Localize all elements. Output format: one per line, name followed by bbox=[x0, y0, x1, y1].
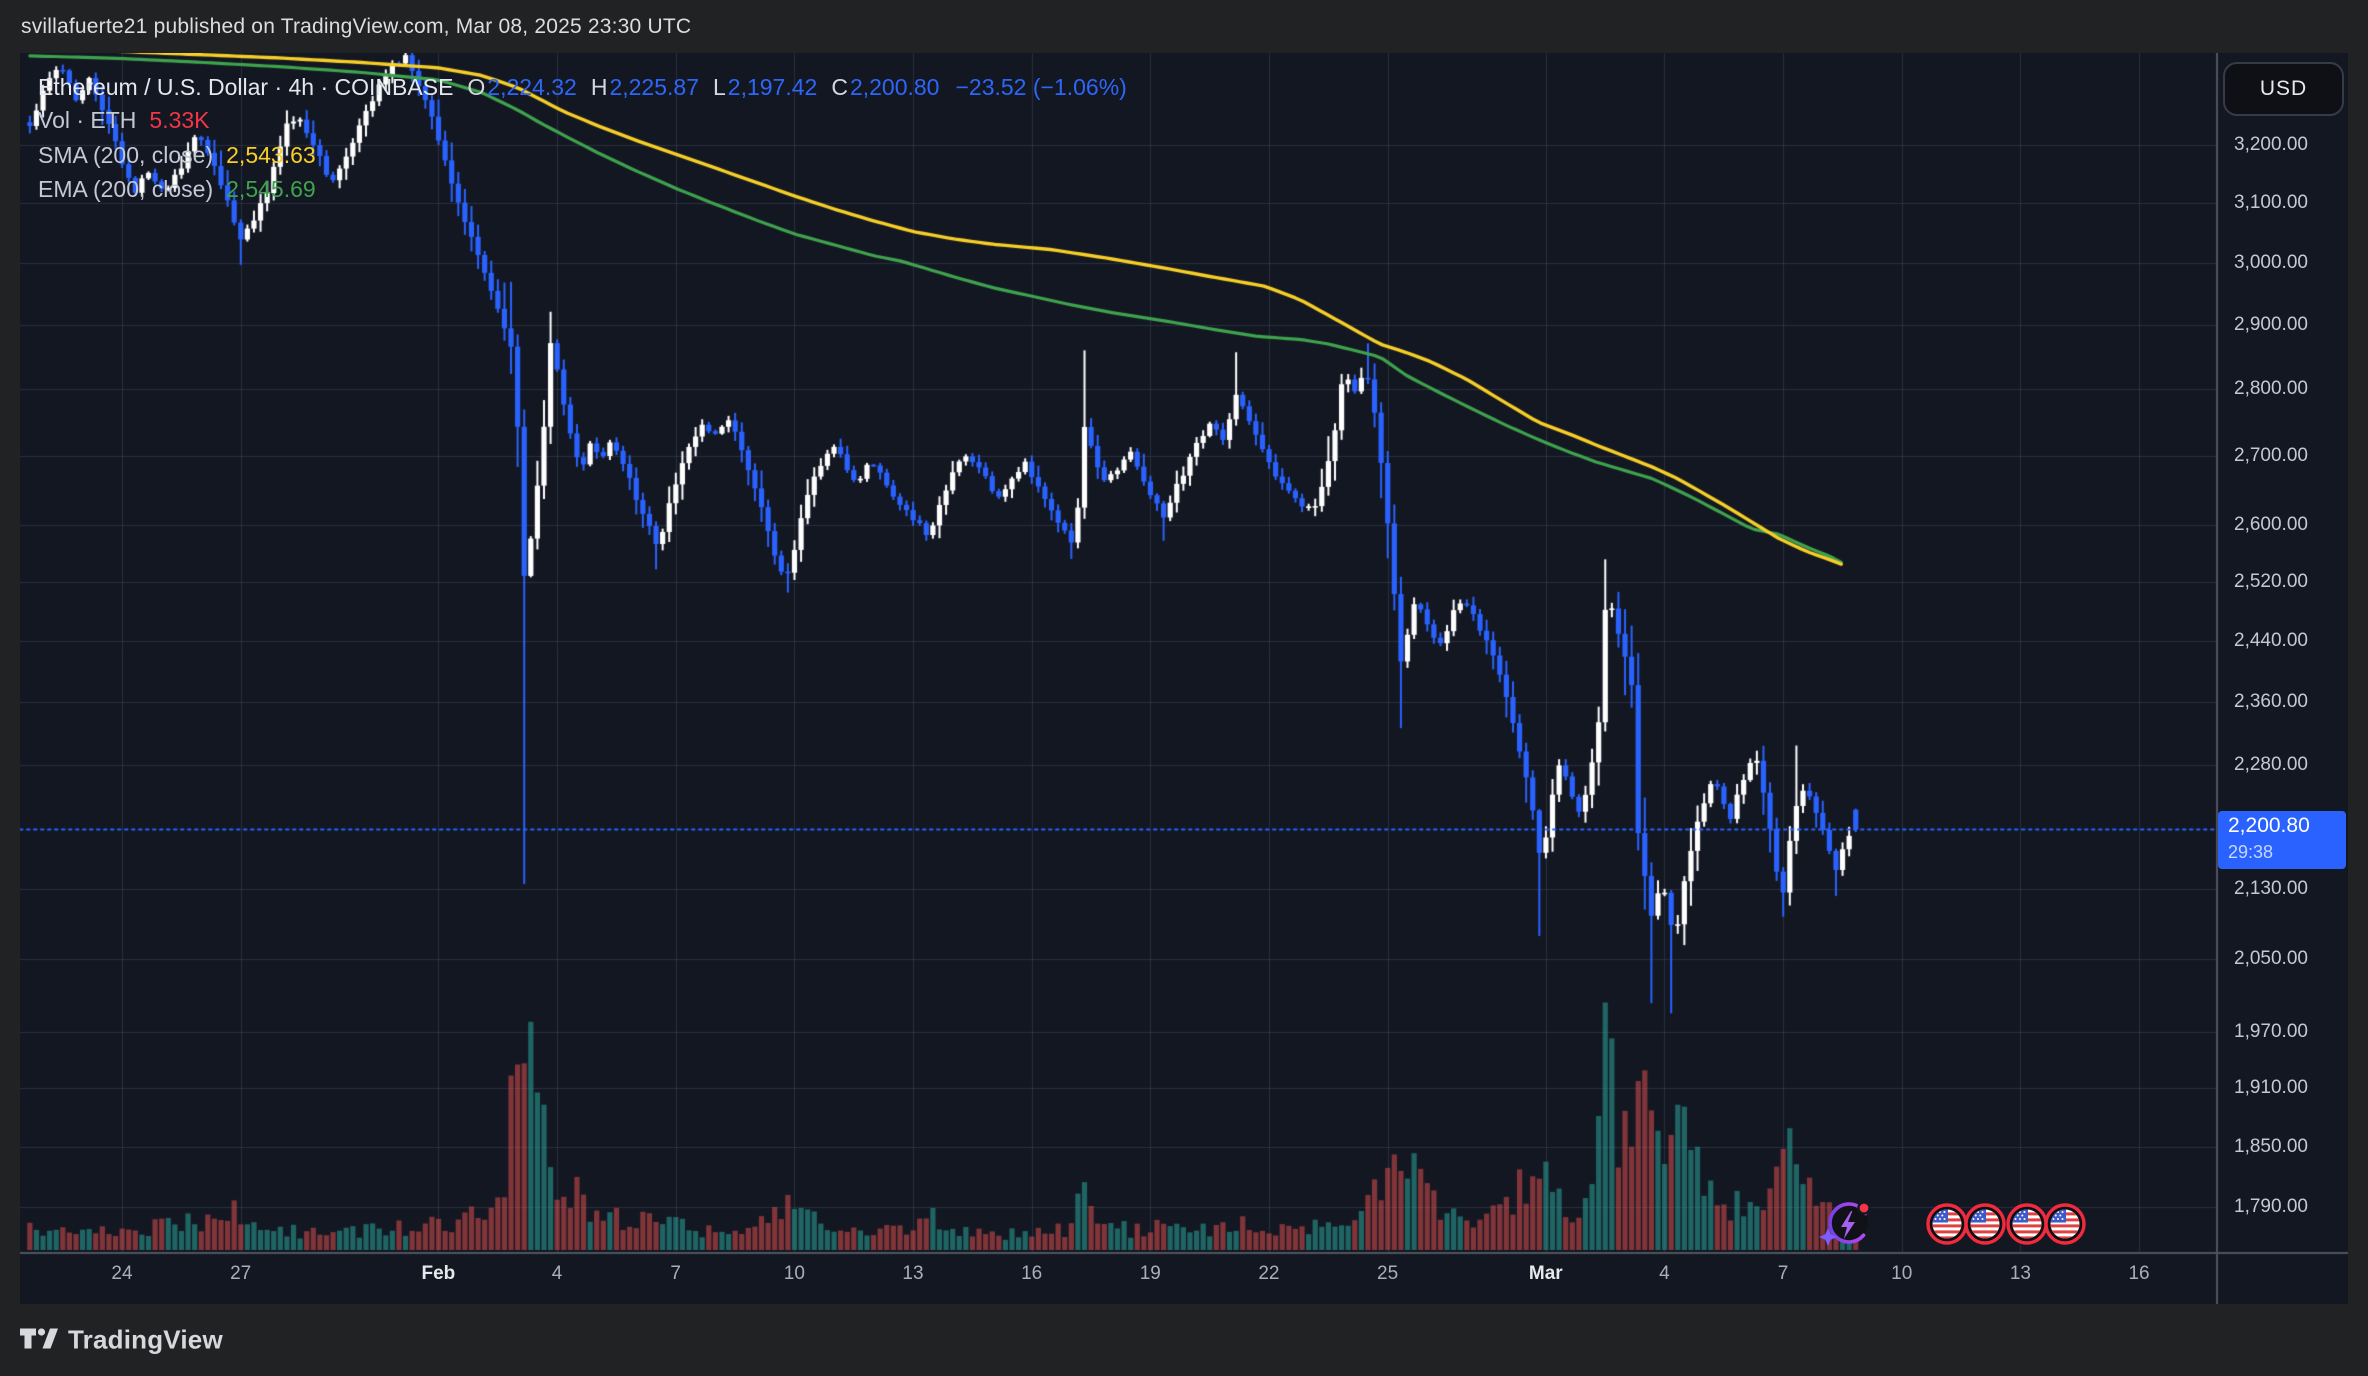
time-tick-label: Feb bbox=[421, 1263, 456, 1284]
price-tick-label: 2,700.00 bbox=[2234, 444, 2308, 466]
ohlc-letter: H bbox=[590, 74, 608, 100]
time-tick-label: 10 bbox=[783, 1263, 805, 1284]
chart-frame: Ethereum / U.S. Dollar · 4h · COINBASE O2… bbox=[20, 53, 2348, 1304]
time-tick-label: 25 bbox=[1377, 1263, 1399, 1284]
footer-bar: TradingView bbox=[0, 1304, 2368, 1376]
price-tick-label: 3,200.00 bbox=[2234, 134, 2308, 155]
price-axis[interactable]: USD 2,200.80 29:38 3,200.00 3,100.00 3,000… bbox=[2216, 53, 2348, 1304]
ohlc-values: O2,224.32 H2,225.87 L2,197.42 C2,200.80 bbox=[453, 74, 939, 100]
time-tick-label: 27 bbox=[230, 1263, 252, 1284]
ema-value: 2,545.69 bbox=[226, 176, 316, 202]
time-tick-label: 4 bbox=[551, 1263, 563, 1284]
price-tick-label: 2,360.00 bbox=[2234, 690, 2308, 712]
price-tick-label: 2,600.00 bbox=[2234, 513, 2308, 535]
time-tick-label: 4 bbox=[1659, 1263, 1670, 1284]
price-tick-label: 2,800.00 bbox=[2234, 378, 2308, 400]
us-flag-event-icon[interactable] bbox=[1964, 1203, 2006, 1250]
legend-volume-row[interactable]: Vol · ETH 5.33K bbox=[38, 107, 210, 134]
time-tick-label: 7 bbox=[1777, 1263, 1789, 1284]
ohlc-value: 2,224.32 bbox=[487, 74, 577, 100]
price-tick-label: 2,280.00 bbox=[2234, 753, 2308, 775]
tradingview-logo-icon bbox=[20, 1328, 58, 1348]
bar-countdown: 29:38 bbox=[2228, 842, 2274, 862]
legend-sma-row[interactable]: SMA (200, close) 2,543.63 bbox=[38, 142, 316, 169]
ema-label: EMA (200, close) bbox=[38, 176, 214, 202]
legend-ema-row[interactable]: EMA (200, close) 2,545.69 bbox=[38, 176, 316, 203]
ohlc-letter: L bbox=[712, 74, 726, 100]
brand-text: TradingView bbox=[68, 1324, 223, 1355]
us-flag-event-icon[interactable] bbox=[1926, 1203, 1968, 1250]
ohlc-value: 2,200.80 bbox=[849, 74, 940, 100]
time-tick-label: 24 bbox=[111, 1263, 133, 1284]
volume-value: 5.33K bbox=[149, 107, 210, 133]
change-value: −23.52 (−1.06%) bbox=[955, 74, 1127, 100]
time-tick-label: 16 bbox=[1021, 1263, 1043, 1284]
price-tick-label: 2,440.00 bbox=[2234, 629, 2308, 651]
price-tick-label: 2,050.00 bbox=[2234, 948, 2308, 970]
time-tick-label: 13 bbox=[2009, 1263, 2031, 1284]
sma-value: 2,543.63 bbox=[226, 142, 316, 168]
time-tick-label: 13 bbox=[902, 1263, 924, 1284]
time-tick-label: 7 bbox=[670, 1263, 681, 1284]
sma-label: SMA (200, close) bbox=[38, 142, 214, 168]
ohlc-value: 2,225.87 bbox=[609, 74, 699, 100]
spark-event-icon[interactable] bbox=[1815, 1197, 1873, 1258]
publish-text: svillafuerte21 published on TradingView.… bbox=[21, 14, 692, 38]
symbol-title[interactable]: Ethereum / U.S. Dollar · 4h · COINBASE bbox=[38, 74, 454, 100]
price-tick-label: 2,130.00 bbox=[2234, 878, 2308, 900]
us-flag-event-icon[interactable] bbox=[2006, 1203, 2048, 1250]
publish-bar: svillafuerte21 published on TradingView.… bbox=[0, 0, 2368, 53]
price-tick-label: 1,850.00 bbox=[2234, 1135, 2308, 1157]
tradingview-logo-link[interactable]: TradingView bbox=[20, 1325, 223, 1356]
price-tick-label: 3,100.00 bbox=[2234, 192, 2308, 214]
last-price-badge: 2,200.80 29:38 bbox=[2218, 811, 2346, 869]
ohlc-letter: C bbox=[831, 74, 848, 100]
time-tick-label: Mar bbox=[1528, 1263, 1563, 1284]
price-tick-label: 3,000.00 bbox=[2234, 251, 2308, 273]
currency-button[interactable]: USD bbox=[2223, 62, 2344, 116]
volume-label: Vol · ETH bbox=[38, 107, 137, 133]
legend-symbol-row[interactable]: Ethereum / U.S. Dollar · 4h · COINBASE O2… bbox=[38, 74, 1127, 101]
last-price-value: 2,200.80 bbox=[2228, 814, 2310, 837]
us-flag-event-icon[interactable] bbox=[2044, 1203, 2086, 1250]
price-tick-label: 1,910.00 bbox=[2234, 1077, 2308, 1099]
price-tick-label: 2,900.00 bbox=[2234, 313, 2308, 335]
time-tick-label: 16 bbox=[2128, 1263, 2150, 1284]
price-tick-label: 1,790.00 bbox=[2234, 1195, 2308, 1217]
time-axis[interactable]: 24 27 Feb 4 7 10 13 16 19 22 25 Mar 4 7 10 13 16 bbox=[20, 1252, 2216, 1304]
time-tick-label: 22 bbox=[1258, 1263, 1280, 1284]
price-tick-label: 2,520.00 bbox=[2234, 570, 2308, 592]
time-tick-label: 10 bbox=[1891, 1263, 1913, 1284]
time-tick-label: 19 bbox=[1139, 1263, 1161, 1284]
ohlc-value: 2,197.42 bbox=[727, 74, 818, 100]
ohlc-letter: O bbox=[467, 74, 486, 100]
price-chart-canvas[interactable] bbox=[20, 53, 2348, 1304]
price-tick-label: 1,970.00 bbox=[2234, 1020, 2308, 1042]
